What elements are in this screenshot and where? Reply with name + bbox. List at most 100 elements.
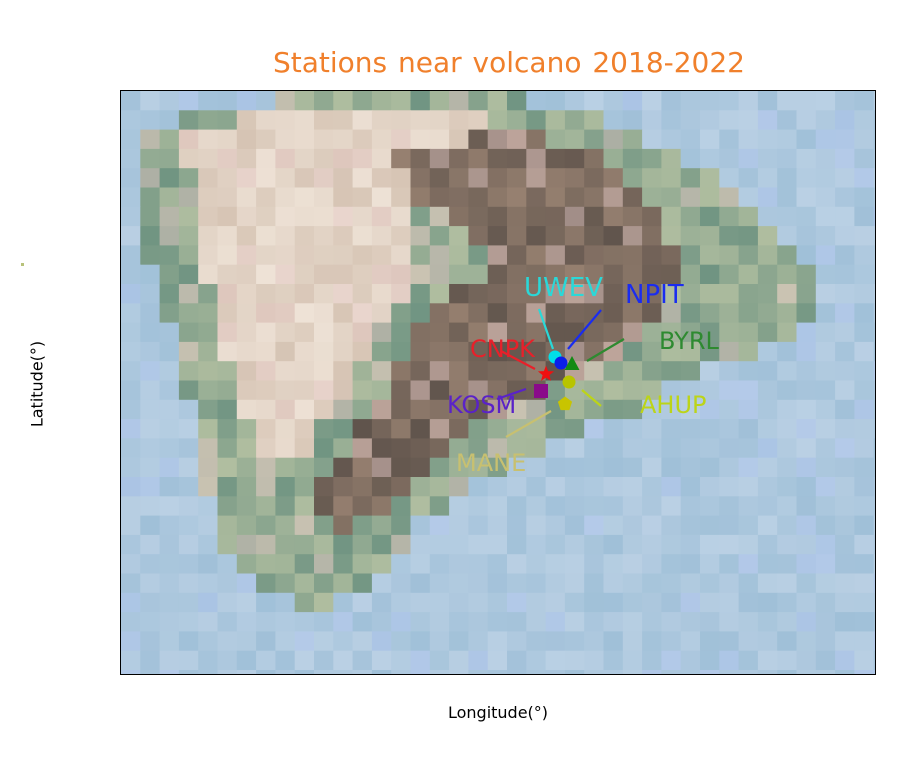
- terrain-cell: [545, 457, 566, 478]
- terrain-cell: [757, 573, 778, 594]
- terrain-cell: [256, 206, 276, 227]
- terrain-cell: [777, 592, 798, 613]
- terrain-cell: [661, 322, 682, 343]
- terrain-cell: [642, 380, 662, 401]
- terrain-cell: [603, 129, 624, 150]
- terrain-cell: [584, 129, 605, 150]
- terrain-cell: [391, 592, 412, 613]
- terrain-cell: [873, 554, 875, 575]
- terrain-cell: [121, 554, 141, 575]
- terrain-cell: [429, 592, 450, 613]
- terrain-cell: [256, 91, 276, 111]
- terrain-cell: [429, 341, 450, 362]
- terrain-cell: [777, 206, 798, 227]
- terrain-cell: [719, 650, 740, 671]
- terrain-cell: [275, 477, 296, 497]
- terrain-cell: [468, 168, 489, 189]
- terrain-cell: [159, 187, 180, 208]
- terrain-cell: [468, 380, 489, 401]
- terrain-cell: [700, 110, 720, 131]
- terrain-cell: [198, 496, 219, 517]
- terrain-cell: [391, 245, 412, 266]
- terrain-cell: [719, 148, 740, 169]
- terrain-cell: [391, 341, 412, 362]
- terrain-cell: [121, 322, 141, 343]
- terrain-cell: [159, 168, 180, 189]
- terrain-cell: [564, 612, 585, 632]
- terrain-cell: [564, 631, 585, 652]
- terrain-cell: [796, 496, 817, 517]
- terrain-cell: [314, 91, 334, 111]
- terrain-cell: [140, 515, 161, 536]
- terrain-cell: [449, 592, 469, 613]
- terrain-cell: [236, 226, 257, 246]
- terrain-cell: [121, 380, 141, 401]
- terrain-cell: [410, 515, 431, 536]
- terrain-cell: [757, 206, 778, 227]
- terrain-cell: [236, 612, 257, 632]
- terrain-cell: [680, 419, 701, 439]
- terrain-cell: [314, 245, 334, 266]
- terrain-cell: [545, 515, 566, 536]
- terrain-cell: [333, 515, 354, 536]
- terrain-cell: [700, 573, 720, 594]
- terrain-cell: [468, 515, 489, 536]
- terrain-cell: [622, 341, 643, 362]
- terrain-cell: [314, 477, 334, 497]
- terrain-cell: [391, 148, 412, 169]
- terrain-cell: [371, 341, 392, 362]
- terrain-cell: [622, 206, 643, 227]
- terrain-cell: [680, 168, 701, 189]
- terrain-cell: [487, 650, 508, 671]
- terrain-cell: [410, 399, 431, 420]
- terrain-cell: [236, 419, 257, 439]
- terrain-cell: [642, 110, 662, 131]
- terrain-cell: [371, 206, 392, 227]
- terrain-cell: [603, 477, 624, 497]
- terrain-cell: [564, 245, 585, 266]
- terrain-cell: [468, 612, 489, 632]
- terrain-cell: [680, 187, 701, 208]
- terrain-cell: [738, 284, 759, 304]
- marker-byrl: [564, 356, 580, 370]
- terrain-cell: [757, 650, 778, 671]
- terrain-cell: [217, 554, 238, 575]
- terrain-cell: [429, 148, 450, 169]
- terrain-cell: [487, 477, 508, 497]
- terrain-cell: [121, 361, 141, 382]
- terrain-cell: [526, 245, 547, 266]
- terrain-cell: [217, 399, 238, 420]
- terrain-cell: [873, 631, 875, 652]
- terrain-cell: [854, 91, 875, 111]
- terrain-cell: [429, 477, 450, 497]
- terrain-pixels: [121, 91, 875, 674]
- terrain-cell: [159, 592, 180, 613]
- terrain-cell: [391, 419, 412, 439]
- terrain-cell: [159, 110, 180, 131]
- terrain-cell: [429, 380, 450, 401]
- terrain-cell: [391, 264, 412, 285]
- terrain-cell: [507, 399, 527, 420]
- terrain-cell: [487, 534, 508, 555]
- terrain-cell: [680, 457, 701, 478]
- terrain-cell: [680, 477, 701, 497]
- terrain-cell: [314, 129, 334, 150]
- terrain-cell: [622, 226, 643, 246]
- terrain-cell: [642, 534, 662, 555]
- terrain-cell: [777, 341, 798, 362]
- terrain-cell: [564, 573, 585, 594]
- terrain-cell: [275, 515, 296, 536]
- terrain-cell: [256, 303, 276, 324]
- terrain-cell: [700, 438, 720, 459]
- terrain-cell: [835, 554, 855, 575]
- terrain-cell: [526, 534, 547, 555]
- terrain-cell: [468, 187, 489, 208]
- terrain-cell: [661, 496, 682, 517]
- terrain-cell: [429, 226, 450, 246]
- terrain-cell: [294, 554, 315, 575]
- terrain-cell: [217, 129, 238, 150]
- terrain-cell: [854, 670, 875, 674]
- terrain-cell: [584, 341, 605, 362]
- terrain-cell: [854, 419, 875, 439]
- terrain-cell: [584, 477, 605, 497]
